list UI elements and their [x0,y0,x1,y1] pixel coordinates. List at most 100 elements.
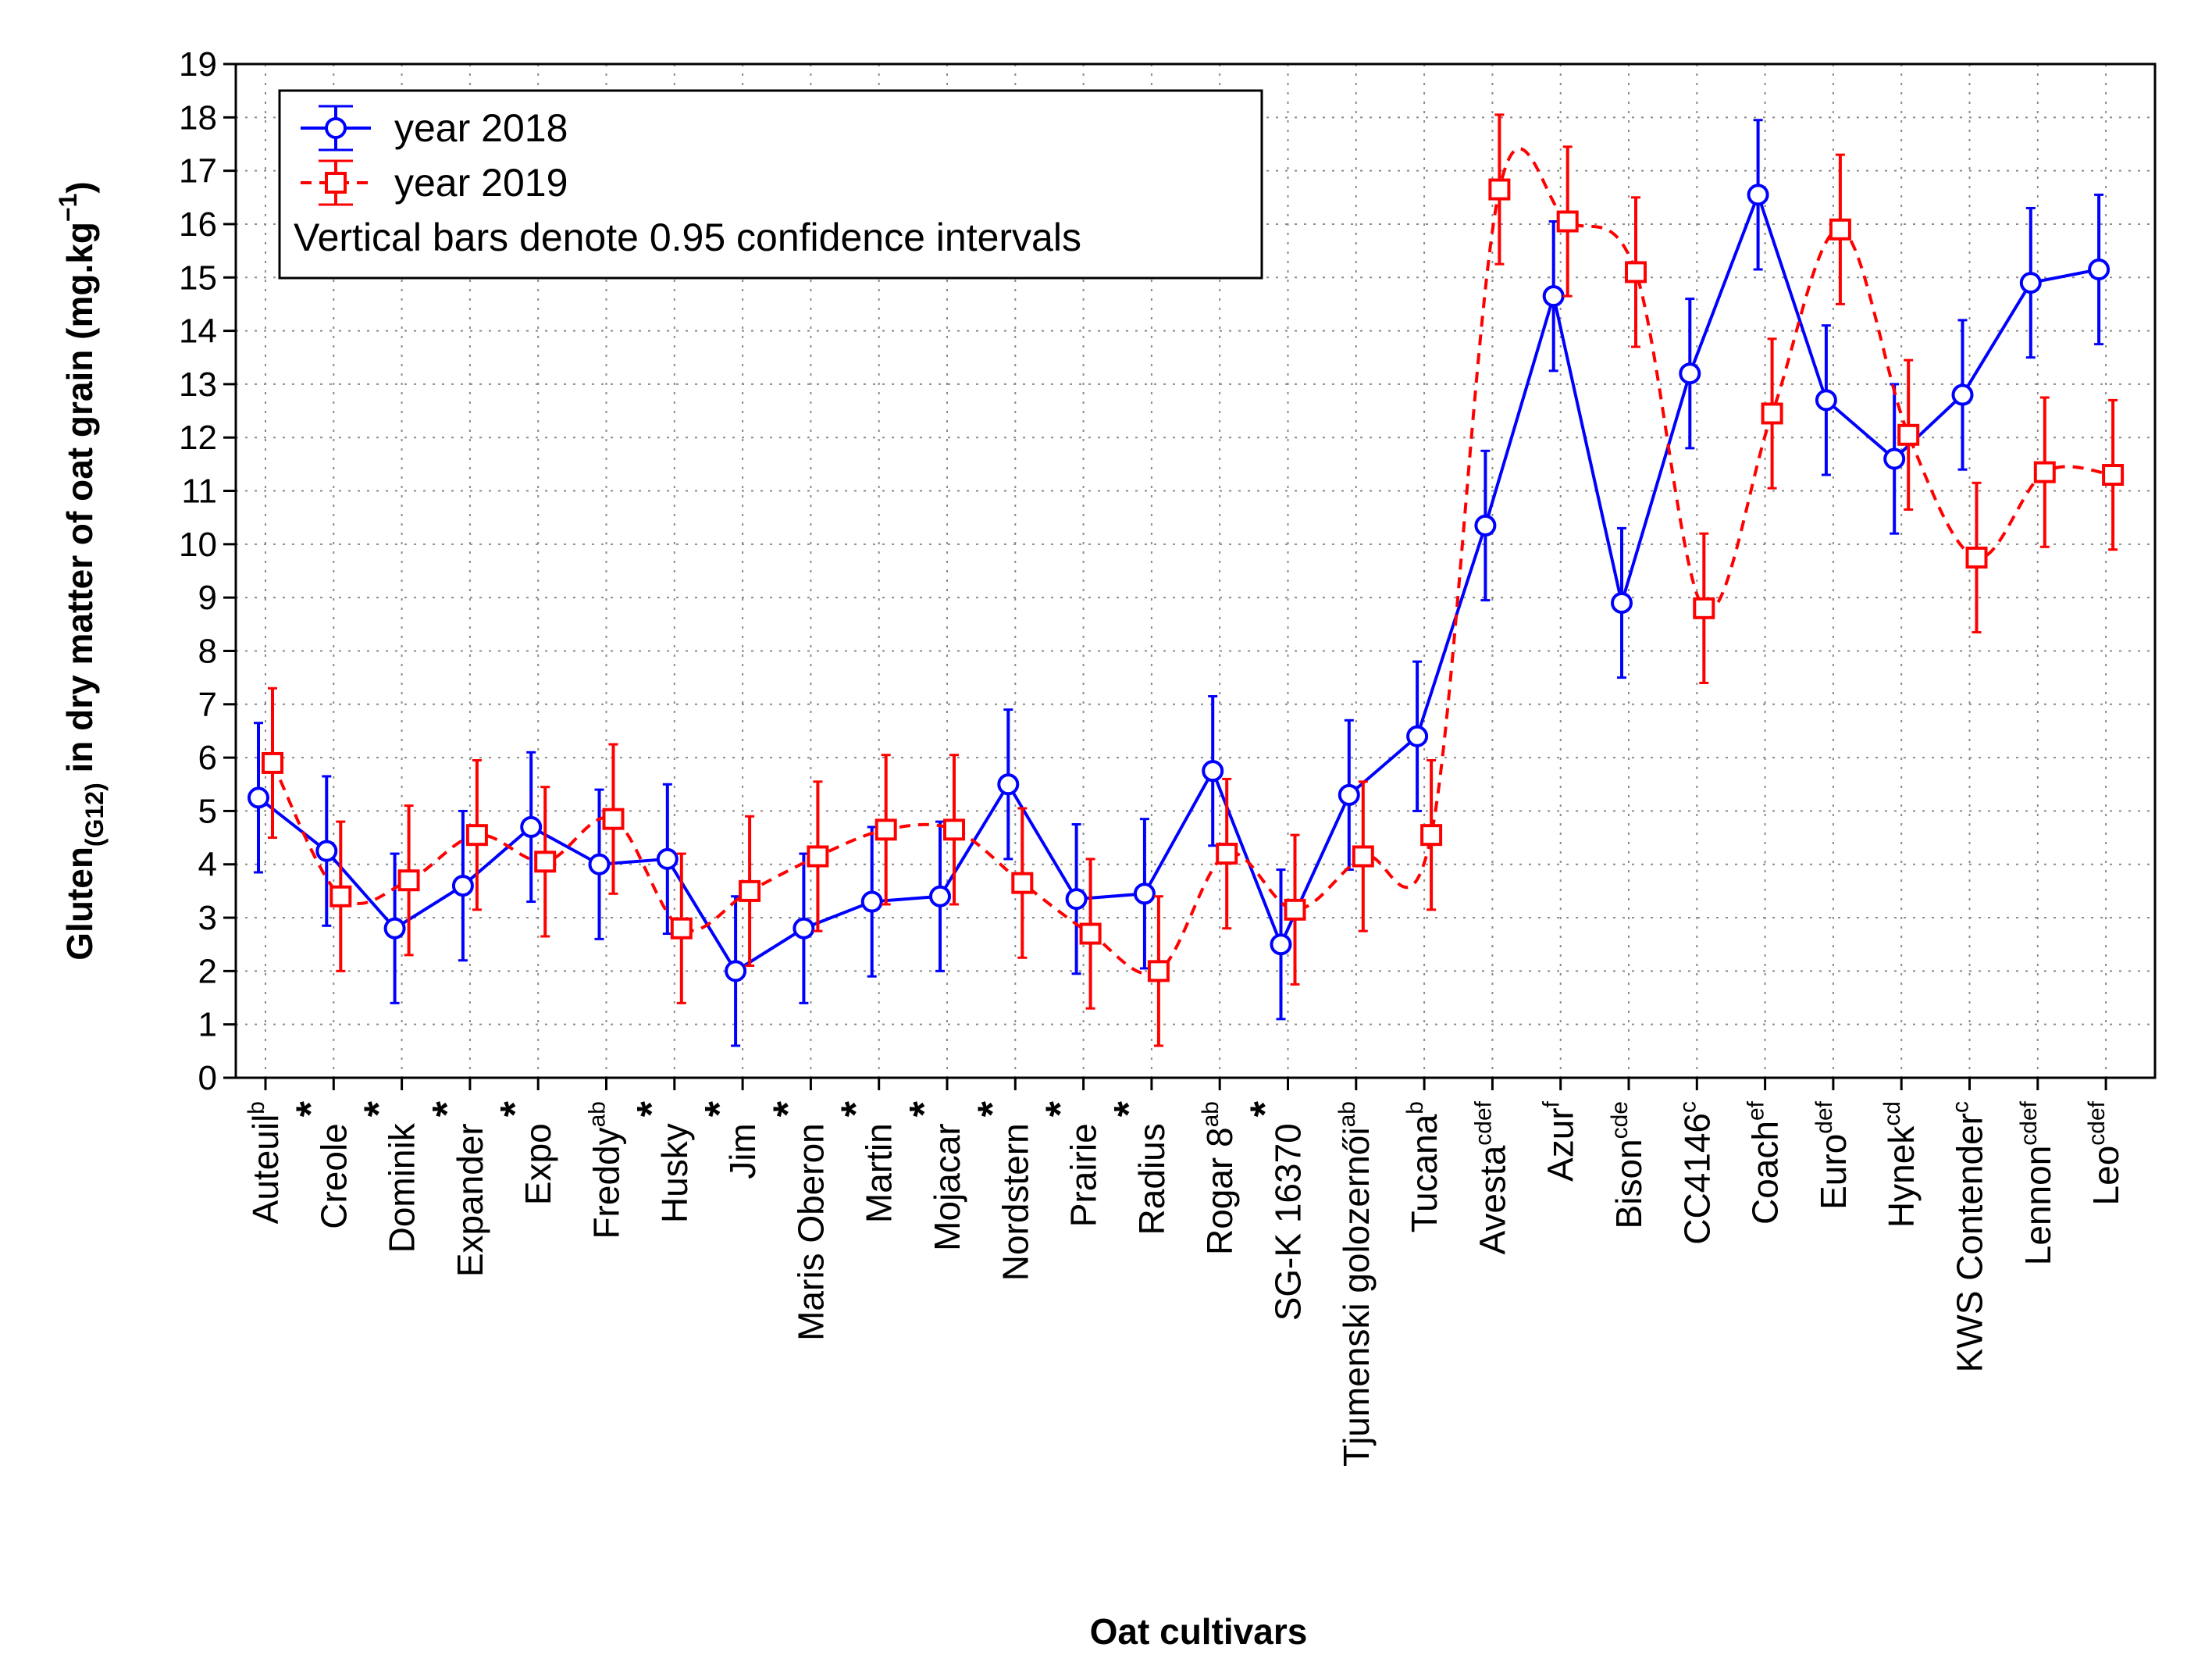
series-2018 [248,119,2110,1047]
x-tick-label: Nordstern* [970,1100,1035,1281]
data-point [1965,546,1988,569]
y-tick-label: 9 [198,579,217,617]
data-point [534,850,557,873]
y-tick-label: 15 [179,259,217,297]
legend-entry-2019: year 2019 [301,159,568,206]
data-point [520,815,543,838]
data-point [1420,824,1443,847]
x-tick-label: CC4146c [1675,1101,1717,1245]
x-tick-label: Expander* [425,1100,490,1277]
data-point [670,917,693,940]
data-point [329,885,352,908]
data-point [451,875,474,897]
y-tick-label: 10 [179,526,217,564]
x-tick-label: Tucanab [1402,1101,1444,1232]
data-point [1488,178,1511,201]
y-tick-label: 3 [198,899,217,937]
data-point [1679,362,1701,385]
y-tick-label: 19 [179,45,217,84]
y-tick-label: 1 [198,1006,217,1044]
y-tick-label: 8 [198,632,217,670]
data-point [1951,383,1974,406]
data-point [2088,259,2110,281]
data-point [1542,285,1565,308]
data-point [262,751,283,774]
x-tick-label: Expo* [493,1100,558,1205]
x-tick-label: Radius* [1106,1100,1172,1235]
y-tick-label: 14 [179,312,217,351]
y-axis-label: Gluten(G12) in dry matter of oat grain (… [54,181,109,960]
data-point [1270,933,1292,956]
y-tick-label: 2 [198,952,217,990]
y-tick-label: 12 [179,419,217,457]
data-point [248,786,269,809]
x-tick-label: Husky* [629,1100,695,1223]
y-tick-label: 16 [179,205,217,244]
x-tick-label: Martin* [834,1100,899,1223]
x-tick-label: Rogar 8ab [1198,1101,1240,1255]
data-point [807,845,829,868]
data-point [1556,210,1579,233]
data-point [1202,760,1224,783]
data-point [1611,591,1633,614]
x-tick-label: SG-K 16370* [1243,1100,1309,1321]
data-point [1065,888,1088,911]
x-tick-label: Auteuilb [244,1101,286,1224]
legend: year 2018 year 2019 Vertical bars denote … [278,89,1263,280]
y-tick-label: 13 [179,366,217,404]
y-tick-label: 6 [198,739,217,777]
y-tick-label: 4 [198,846,217,884]
x-tick-label: Maris Oberon* [765,1100,831,1341]
series-line [257,190,2100,974]
data-point [2033,461,2056,483]
data-point [1883,448,1906,470]
data-point [2102,464,2125,487]
data-point [1011,872,1034,894]
x-tick-label: Hynekcd [1879,1101,1922,1228]
data-point [1406,725,1429,747]
data-point [874,818,897,841]
data-point [1761,402,1783,425]
x-tick-label: Mojacar* [902,1100,967,1251]
series-line [271,147,2114,976]
legend-marker [325,117,347,139]
x-tick-label: Lennoncdef [2016,1100,2058,1265]
x-tick-label: Prairie* [1038,1100,1104,1227]
data-point [588,853,611,875]
legend-label: year 2018 [394,106,568,150]
data-point [739,879,761,902]
x-tick-label: Avestacdef [1470,1100,1512,1254]
plot-frame [234,62,2157,1079]
data-point [1133,883,1156,905]
x-axis-label: Oat cultivars [1090,1611,1308,1652]
data-point [397,869,420,892]
data-point [1338,783,1360,806]
series-layer [248,113,2125,1047]
x-tick-label: KWS Contenderc [1948,1101,1990,1372]
data-point [1829,218,1851,241]
x-tick-label: Azurf [1539,1100,1581,1182]
data-point [1079,922,1102,945]
x-tick-label: Bisoncde [1607,1101,1649,1228]
data-point [1747,184,1769,206]
data-point [1352,845,1374,868]
legend-entry-2018: year 2018 [301,105,568,152]
y-tick-label: 18 [179,98,217,137]
data-point [1693,597,1715,619]
data-point [1815,389,1837,412]
x-tick-label: Jim* [697,1100,763,1179]
data-point [602,808,625,830]
y-tick-label: 5 [198,792,217,830]
legend-marker [325,172,347,194]
x-tick-label: Leocdef [2084,1100,2126,1205]
legend-box [278,89,1263,280]
data-point [2019,272,2042,294]
data-point [465,824,488,847]
legend-label: year 2019 [394,161,568,205]
data-point [1147,960,1170,982]
data-point [725,960,747,982]
x-tick-label: Tjumenski golozernőiab [1334,1101,1377,1467]
data-point [860,890,883,913]
data-point [1897,423,1920,446]
